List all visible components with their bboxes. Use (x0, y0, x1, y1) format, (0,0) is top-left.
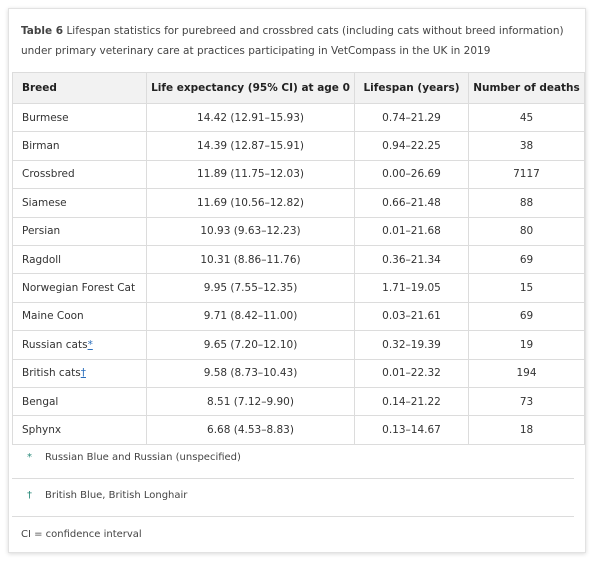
footnote: CI = confidence interval (21, 529, 581, 540)
table-row: British cats† 9.58 (8.73–10.43) 0.01–22.32… (12, 358, 585, 388)
lifespan-cell: 0.00–26.69 (354, 159, 469, 190)
lifespan-cell: 0.36–21.34 (354, 244, 469, 275)
life-expectancy-cell: 14.39 (12.87–15.91) (146, 131, 355, 161)
breed-name: Siamese (22, 196, 67, 209)
table-row: Sphynx 6.68 (4.53–8.83) 0.13–14.67 18 (12, 415, 585, 445)
lifespan-cell: 0.14–21.22 (354, 386, 469, 417)
deaths-cell: 45 (468, 102, 585, 133)
life-expectancy-cell: 9.65 (7.20–12.10) (146, 330, 355, 360)
table-row: Norwegian Forest Cat 9.95 (7.55–12.35) 1.7… (12, 273, 585, 303)
deaths-cell: 80 (468, 216, 585, 246)
caption-label: Table 6 (21, 25, 64, 37)
footnote-link[interactable]: * (87, 338, 93, 351)
table-row: Ragdoll 10.31 (8.86–11.76) 0.36–21.34 69 (12, 244, 585, 275)
lifespan-cell: 0.01–22.32 (354, 358, 469, 388)
lifespan-cell: 0.01–21.68 (354, 216, 469, 246)
deaths-cell: 88 (468, 188, 585, 218)
breed-cell: Norwegian Forest Cat (12, 273, 147, 303)
table-row: Birman 14.39 (12.87–15.91) 0.94–22.25 38 (12, 131, 585, 161)
breed-name: Burmese (22, 111, 69, 124)
breed-name: Russian cats (22, 338, 88, 351)
deaths-cell: 194 (468, 358, 585, 388)
breed-cell: Siamese (12, 188, 147, 218)
table-row: Russian cats* 9.65 (7.20–12.10) 0.32–19.39… (12, 330, 585, 360)
footnote-text: British Blue, British Longhair (45, 490, 188, 501)
lifespan-cell: 0.32–19.39 (354, 330, 469, 360)
breed-cell: Bengal (12, 386, 147, 417)
lifespan-cell: 0.13–14.67 (354, 415, 469, 445)
footnote: * Russian Blue and Russian (unspecified) (12, 452, 572, 463)
breed-cell: Birman (12, 131, 147, 161)
breed-cell: Sphynx (12, 415, 147, 445)
table-row: Siamese 11.69 (10.56–12.82) 0.66–21.48 88 (12, 188, 585, 218)
deaths-cell: 19 (468, 330, 585, 360)
deaths-cell: 15 (468, 273, 585, 303)
footnote-text: Russian Blue and Russian (unspecified) (45, 452, 241, 463)
breed-cell: British cats† (12, 358, 147, 388)
header-cell: Number of deaths (468, 72, 585, 104)
footnote: † British Blue, British Longhair (12, 490, 572, 501)
breed-cell: Russian cats* (12, 330, 147, 360)
life-expectancy-cell: 10.93 (9.63–12.23) (146, 216, 355, 246)
header-cell: Lifespan (years) (354, 72, 469, 104)
life-expectancy-cell: 9.95 (7.55–12.35) (146, 273, 355, 303)
life-expectancy-cell: 9.58 (8.73–10.43) (146, 358, 355, 388)
table-row: Bengal 8.51 (7.12–9.90) 0.14–21.22 73 (12, 386, 585, 417)
breed-name: Persian (22, 225, 61, 238)
breed-name: Bengal (22, 395, 59, 408)
table-row: Maine Coon 9.71 (8.42–11.00) 0.03–21.61 69 (12, 301, 585, 332)
footnote-marker: † (27, 490, 32, 501)
life-expectancy-cell: 6.68 (4.53–8.83) (146, 415, 355, 445)
header-cell: Breed (12, 72, 147, 104)
table-card: Table 6 Lifespan statistics for purebree… (8, 8, 586, 553)
header-row: Breed Life expectancy (95% CI) at age 0 … (12, 72, 585, 104)
divider (12, 478, 574, 479)
lifespan-cell: 0.66–21.48 (354, 188, 469, 218)
table-row: Persian 10.93 (9.63–12.23) 0.01–21.68 80 (12, 216, 585, 246)
table-row: Burmese 14.42 (12.91–15.93) 0.74–21.29 45 (12, 102, 585, 133)
breed-cell: Burmese (12, 102, 147, 133)
breed-name: British cats (22, 367, 81, 380)
breed-name: Crossbred (22, 168, 75, 181)
breed-name: Birman (22, 140, 60, 153)
life-expectancy-cell: 14.42 (12.91–15.93) (146, 102, 355, 133)
header-cell: Life expectancy (95% CI) at age 0 (146, 72, 355, 104)
life-expectancy-cell: 9.71 (8.42–11.00) (146, 301, 355, 332)
footnote-marker: * (27, 452, 32, 463)
lifespan-cell: 0.03–21.61 (354, 301, 469, 332)
deaths-cell: 69 (468, 244, 585, 275)
life-expectancy-cell: 8.51 (7.12–9.90) (146, 386, 355, 417)
breed-cell: Persian (12, 216, 147, 246)
deaths-cell: 7117 (468, 159, 585, 190)
lifespan-cell: 1.71–19.05 (354, 273, 469, 303)
footnote-link[interactable]: † (80, 367, 86, 380)
life-expectancy-cell: 11.89 (11.75–12.03) (146, 159, 355, 190)
breed-name: Sphynx (22, 423, 62, 436)
caption-text: Lifespan statistics for purebreed and cr… (21, 25, 564, 57)
deaths-cell: 69 (468, 301, 585, 332)
divider (12, 516, 574, 517)
deaths-cell: 38 (468, 131, 585, 161)
data-table: Breed Life expectancy (95% CI) at age 0 … (12, 72, 585, 445)
deaths-cell: 18 (468, 415, 585, 445)
breed-cell: Maine Coon (12, 301, 147, 332)
life-expectancy-cell: 11.69 (10.56–12.82) (146, 188, 355, 218)
footnote-text: CI = confidence interval (21, 529, 142, 540)
caption: Table 6 Lifespan statistics for purebree… (21, 21, 576, 61)
breed-cell: Ragdoll (12, 244, 147, 275)
table-body: Burmese 14.42 (12.91–15.93) 0.74–21.29 45 Bi… (12, 102, 585, 445)
deaths-cell: 73 (468, 386, 585, 417)
lifespan-cell: 0.94–22.25 (354, 131, 469, 161)
breed-name: Maine Coon (22, 310, 84, 323)
lifespan-cell: 0.74–21.29 (354, 102, 469, 133)
breed-name: Norwegian Forest Cat (22, 282, 136, 295)
breed-cell: Crossbred (12, 159, 147, 190)
life-expectancy-cell: 10.31 (8.86–11.76) (146, 244, 355, 275)
breed-name: Ragdoll (22, 253, 62, 266)
table-row: Crossbred 11.89 (11.75–12.03) 0.00–26.69 71… (12, 159, 585, 190)
